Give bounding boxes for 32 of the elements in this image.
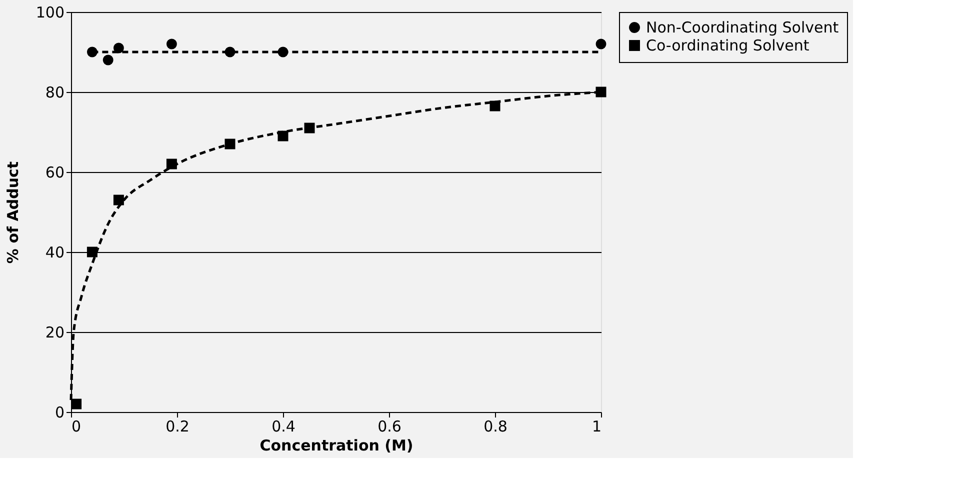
y-tick-label: 100 bbox=[36, 4, 64, 22]
point bbox=[71, 398, 82, 410]
legend-label: Non-Coordinating Solvent bbox=[646, 18, 839, 36]
y-tick-label: 60 bbox=[45, 164, 64, 182]
point bbox=[86, 246, 98, 258]
x-tick-label: 0.8 bbox=[484, 418, 508, 436]
point bbox=[490, 100, 500, 112]
x-tick-label: 0.6 bbox=[378, 418, 402, 436]
y-tick-label: 80 bbox=[45, 84, 64, 102]
point bbox=[278, 46, 288, 58]
point bbox=[113, 194, 124, 206]
y-tick-label: 0 bbox=[54, 404, 64, 422]
x-tick-label: 1 bbox=[592, 418, 602, 436]
point bbox=[166, 158, 177, 170]
y-tick-label: 20 bbox=[45, 324, 64, 342]
x-tick-label: 0 bbox=[72, 418, 82, 436]
point bbox=[224, 138, 236, 150]
point bbox=[102, 54, 114, 66]
x-tick-label: 0.2 bbox=[166, 418, 190, 436]
point bbox=[278, 130, 288, 142]
y-axis-title: % of Adduct bbox=[4, 161, 22, 264]
point bbox=[113, 42, 124, 54]
point bbox=[86, 46, 98, 58]
x-axis-title: Concentration (M) bbox=[260, 436, 414, 454]
point bbox=[224, 46, 236, 58]
point bbox=[596, 86, 606, 98]
point bbox=[166, 38, 177, 50]
point bbox=[596, 38, 606, 50]
y-tick-label: 40 bbox=[45, 244, 64, 262]
point bbox=[304, 122, 315, 134]
x-tick-label: 0.4 bbox=[272, 418, 296, 436]
legend-label: Co-ordinating Solvent bbox=[646, 36, 810, 54]
